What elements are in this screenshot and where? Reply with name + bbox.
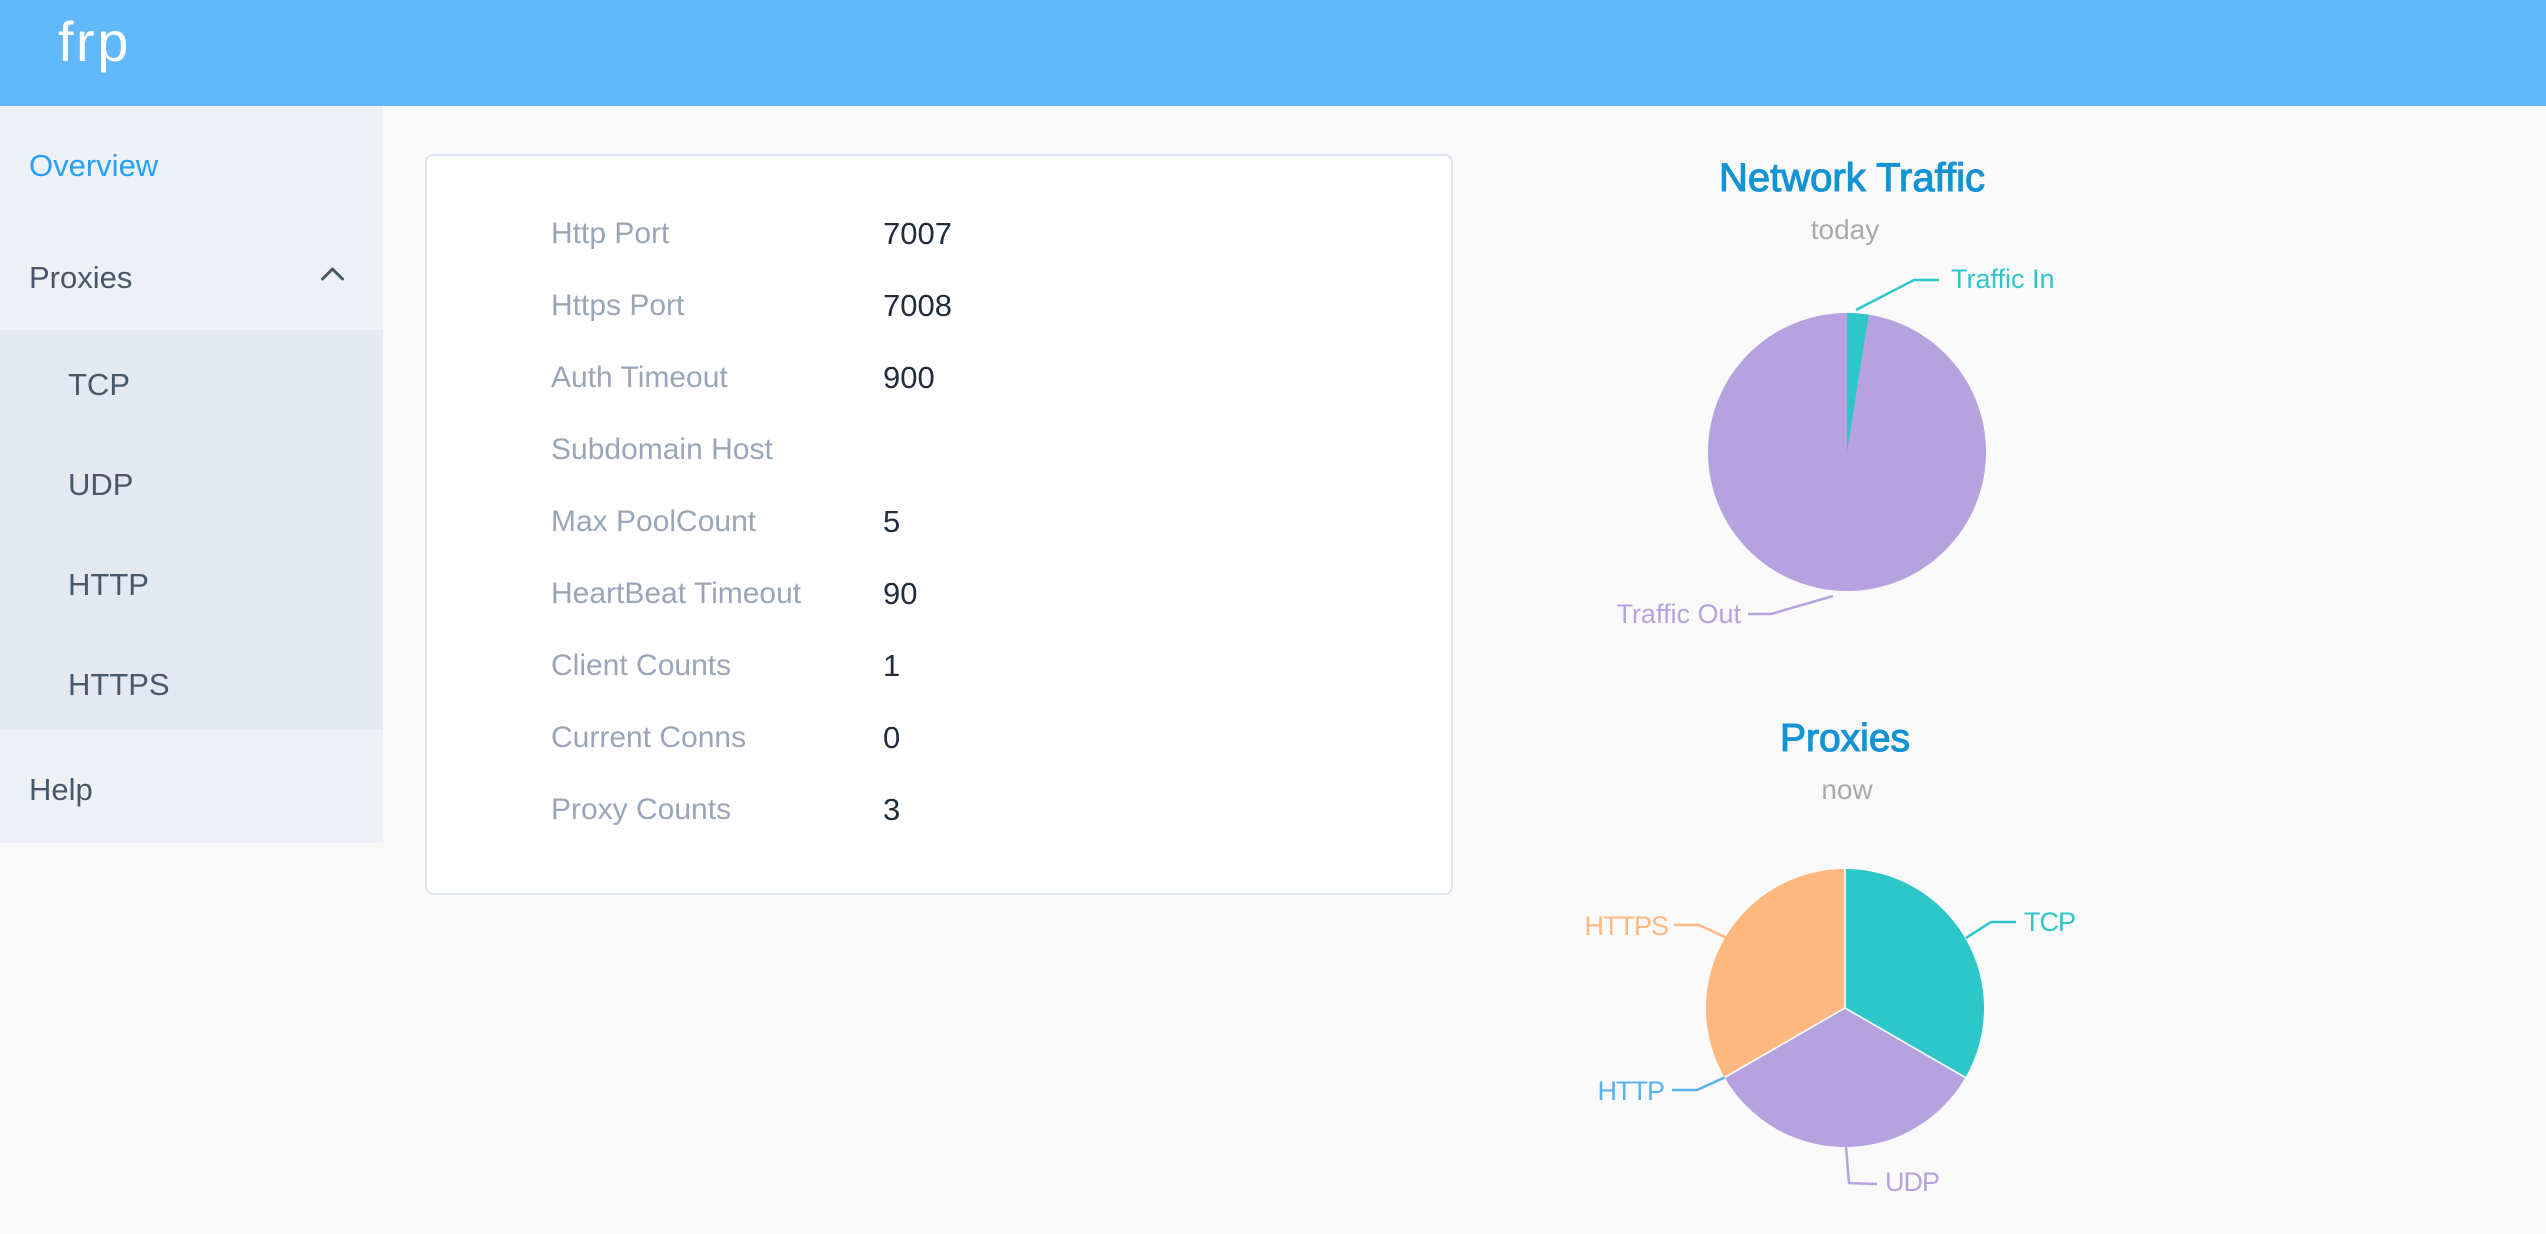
svg-text:TCP: TCP	[2024, 907, 2075, 937]
svg-text:Traffic Out: Traffic Out	[1616, 599, 1741, 629]
svg-text:HTTP: HTTP	[1598, 1076, 1665, 1106]
svg-text:HTTPS: HTTPS	[1584, 911, 1668, 941]
svg-text:Network Traffic: Network Traffic	[1719, 156, 1985, 200]
svg-text:now: now	[1821, 774, 1873, 805]
svg-text:UDP: UDP	[1885, 1167, 1939, 1197]
svg-text:Traffic In: Traffic In	[1951, 264, 2055, 294]
svg-text:Proxies: Proxies	[1780, 717, 1910, 760]
svg-text:today: today	[1811, 214, 1880, 245]
